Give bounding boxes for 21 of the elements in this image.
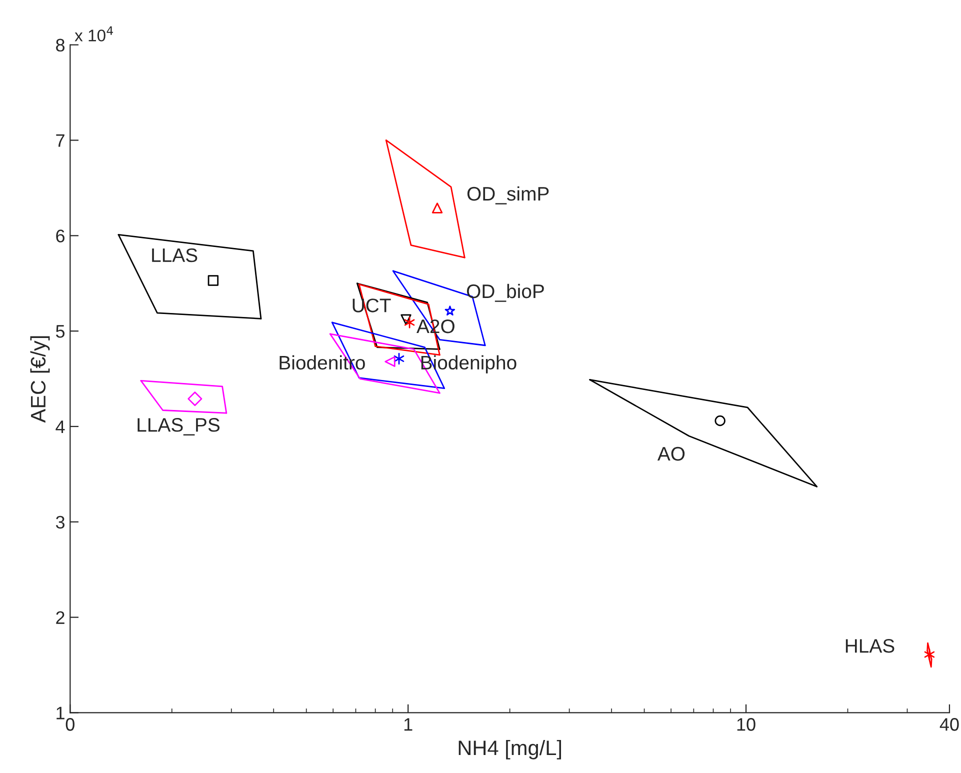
y-axis-title: AEC [€/y] [30,336,50,423]
y-tick-label: 2 [56,611,64,624]
series-label: OD_bioP [466,284,544,302]
series-label: LLAS [152,248,198,262]
x-tick-label: 40 [940,718,959,731]
y-tick-label: 4 [56,420,65,434]
x-tick-label: 10 [737,718,756,731]
y-tick-label: 1 [56,706,64,720]
y-tick-label: 7 [56,134,64,147]
series-label: OD_simP [467,186,549,204]
y-tick-label: 5 [56,325,65,338]
y-tick-label: 8 [56,38,65,52]
x-tick-label: 0 [66,718,74,731]
x-axis-title: NH4 [mg/L] [458,740,562,760]
series-label: LLAS_PS [138,418,220,436]
text: AO [657,446,685,461]
text: x 10$^{4}$ [74,26,113,42]
series-label: HLAS [846,639,894,653]
y-tick-label: 6 [56,230,64,242]
y-tick-label: 3 [56,516,64,529]
x-tick-label: 1 [404,718,412,731]
